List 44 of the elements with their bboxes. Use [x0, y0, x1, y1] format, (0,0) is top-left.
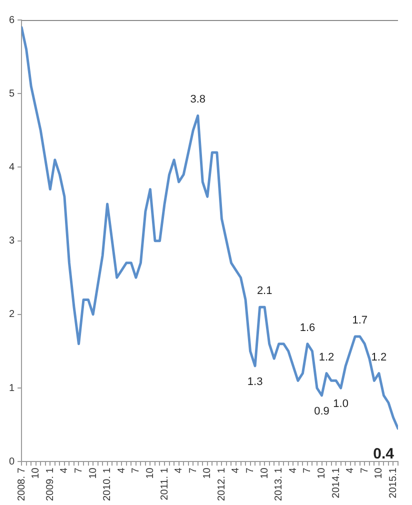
x-tick-label: 10: [30, 467, 42, 479]
x-tick-label: 7: [73, 467, 84, 474]
x-tick-label: 7: [188, 467, 199, 474]
x-tick-label: 4: [288, 467, 299, 474]
x-tick-label: 4: [116, 467, 128, 474]
x-tick-label: 7: [130, 467, 142, 474]
x-tick-label: 7: [245, 467, 256, 474]
x-tick-label: 2009. 1: [44, 467, 56, 502]
y-tick-label: 0: [9, 456, 15, 468]
x-tick-label: 4: [345, 467, 356, 474]
x-tick-label: 4: [174, 467, 185, 474]
x-tick-label: 2014.1: [330, 467, 342, 498]
annotation: 0.9: [314, 405, 330, 418]
x-tick-label: 10: [88, 467, 99, 479]
annotation: 1.7: [352, 314, 368, 327]
y-tick-label: 3: [9, 236, 15, 247]
x-tick-label: 2013. 1: [274, 467, 285, 502]
annotation: 1.6: [300, 322, 316, 334]
x-tick-label: 2012. 1: [216, 467, 228, 502]
annotation: 1.0: [333, 398, 348, 410]
y-tick-label: 2: [9, 309, 15, 320]
x-tick-label: 4: [230, 467, 242, 474]
x-tick-label: 10: [374, 467, 385, 479]
annotation: 1.2: [318, 351, 334, 364]
x-tick-label: 7: [359, 467, 370, 474]
x-tick-label: 2011. 1: [159, 467, 170, 500]
y-tick-label: 6: [9, 14, 15, 26]
annotation: 0.4: [373, 446, 395, 463]
y-tick-label: 1: [9, 382, 15, 394]
x-tick-label: 10: [144, 467, 156, 479]
x-tick-label: 10: [202, 467, 214, 479]
y-tick-label: 5: [9, 88, 15, 100]
y-tick-label: 4: [9, 162, 15, 173]
annotation: 2.1: [256, 285, 272, 298]
x-tick-label: 2008. 7: [16, 467, 28, 502]
x-tick-label: 7: [302, 467, 314, 474]
annotation: 3.8: [190, 94, 206, 106]
x-tick-label: 10: [259, 467, 270, 479]
x-tick-label: 10: [316, 467, 328, 479]
annotation: 1.2: [371, 351, 387, 364]
x-tick-label: 2010. 1: [102, 467, 114, 502]
x-tick-label: 4: [59, 467, 70, 474]
x-tick-label: 2015.1: [388, 467, 399, 498]
annotation: 1.3: [247, 376, 263, 388]
